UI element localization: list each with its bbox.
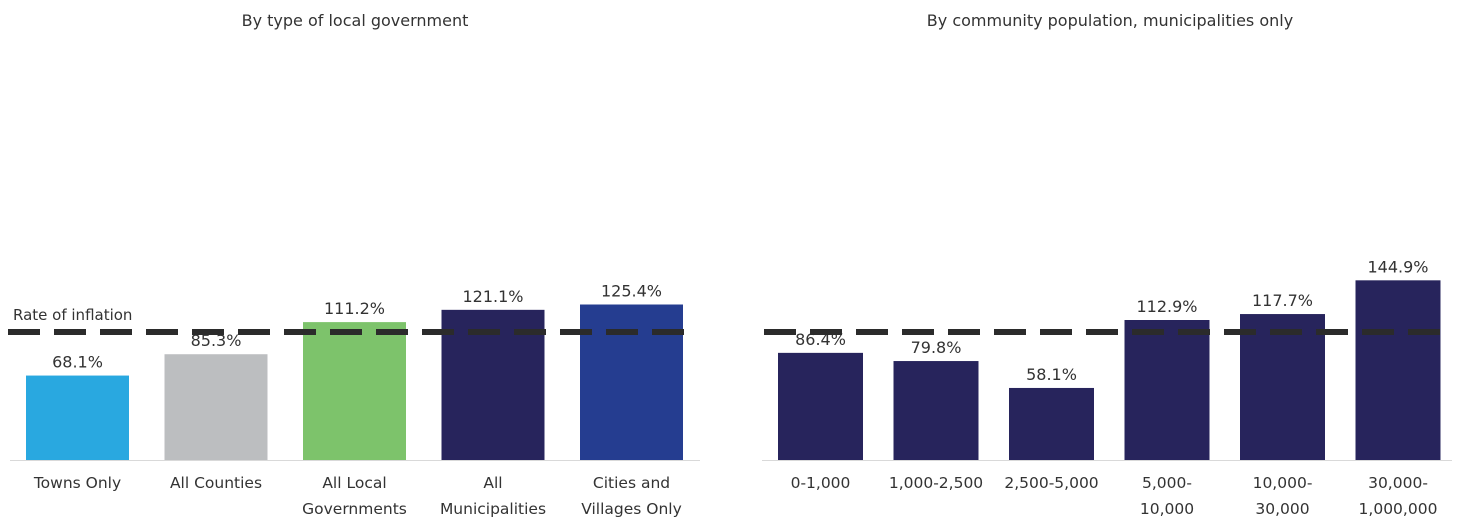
category-label: Cities and [593,474,670,492]
bar-value-label: 112.9% [1136,297,1197,316]
bar-value-label: 121.1% [462,287,523,306]
bar-value-label: 125.4% [601,282,662,301]
bar-value-label: 79.8% [911,338,962,357]
category-label: 2,500-5,000 [1004,474,1098,492]
category-label: 5,000- [1142,474,1192,492]
category-label: 0-1,000 [791,474,851,492]
inflation-line-label: Rate of inflation [13,306,132,324]
category-label: 1,000,000 [1359,500,1438,518]
category-label: Towns Only [33,474,121,492]
category-label: Governments [302,500,407,518]
bar-value-label: 85.3% [191,331,242,350]
category-label: Villages Only [581,500,682,518]
bar-value-label: 111.2% [324,299,385,318]
category-label: All [483,474,502,492]
bar [778,352,863,460]
bar [164,354,268,460]
bar [303,322,406,460]
category-label: 10,000 [1140,500,1194,518]
category-label: 30,000 [1255,500,1309,518]
bar [26,375,129,460]
chart-panel-by-population: By community population, municipalities … [762,11,1452,518]
category-label: 30,000- [1368,474,1428,492]
category-label: All Counties [170,474,262,492]
category-label: All Local [322,474,386,492]
chart-title: By community population, municipalities … [927,11,1293,30]
bar-value-label: 58.1% [1026,365,1077,384]
bar [1009,387,1094,460]
bar [580,304,683,460]
bar [1240,314,1325,460]
bar [1355,280,1441,460]
category-label: 10,000- [1253,474,1313,492]
bar-value-label: 117.7% [1252,291,1313,310]
chart-title: By type of local government [242,11,469,30]
bar-value-label: 68.1% [52,353,103,372]
bar-value-label: 144.9% [1367,257,1428,276]
bar [1124,320,1210,460]
category-label: 1,000-2,500 [889,474,983,492]
category-label: Municipalities [440,500,546,518]
chart-panel-by-type: By type of local government 68.1% Towns On… [8,11,700,518]
bar [893,361,979,460]
